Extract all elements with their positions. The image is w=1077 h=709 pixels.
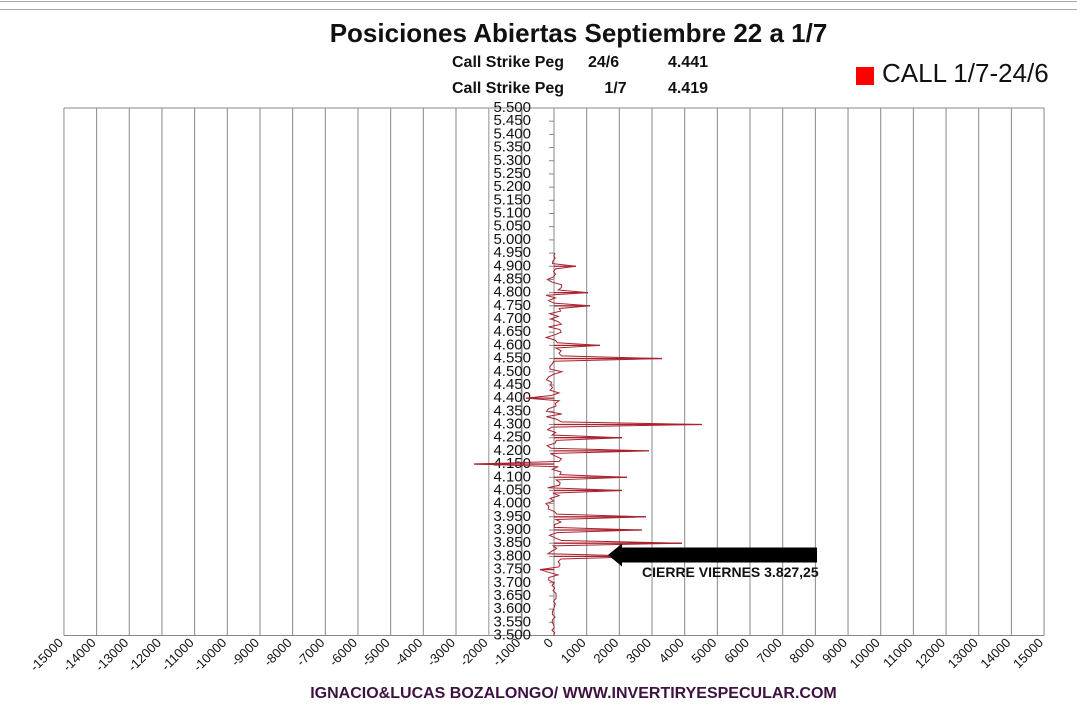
svg-text:6000: 6000 <box>721 635 752 666</box>
svg-text:10000: 10000 <box>847 635 883 671</box>
svg-text:7000: 7000 <box>754 635 785 666</box>
svg-text:-5000: -5000 <box>359 635 393 669</box>
svg-text:-12000: -12000 <box>125 635 164 674</box>
svg-text:-9000: -9000 <box>228 635 262 669</box>
svg-text:15000: 15000 <box>1010 635 1046 671</box>
svg-text:8000: 8000 <box>786 635 817 666</box>
svg-text:13000: 13000 <box>945 635 981 671</box>
svg-text:11000: 11000 <box>880 635 915 670</box>
svg-text:-6000: -6000 <box>326 635 360 669</box>
svg-text:-10000: -10000 <box>190 635 229 674</box>
svg-text:-15000: -15000 <box>27 635 66 674</box>
svg-text:5000: 5000 <box>688 635 719 666</box>
svg-text:2000: 2000 <box>590 635 621 666</box>
svg-text:-14000: -14000 <box>60 635 99 674</box>
svg-text:-13000: -13000 <box>92 635 131 674</box>
svg-text:14000: 14000 <box>977 635 1013 671</box>
svg-text:-2000: -2000 <box>457 635 491 669</box>
svg-text:CIERRE VIERNES 3.827,25: CIERRE VIERNES 3.827,25 <box>642 564 819 580</box>
svg-text:0: 0 <box>540 635 556 651</box>
svg-text:-3000: -3000 <box>424 635 458 669</box>
svg-text:3000: 3000 <box>623 635 654 666</box>
svg-text:4000: 4000 <box>656 635 687 666</box>
svg-text:-8000: -8000 <box>261 635 295 669</box>
svg-text:-11000: -11000 <box>158 635 197 674</box>
svg-text:-4000: -4000 <box>391 635 425 669</box>
svg-text:1000: 1000 <box>558 635 589 666</box>
svg-text:12000: 12000 <box>912 635 948 671</box>
svg-text:9000: 9000 <box>819 635 850 666</box>
svg-text:-7000: -7000 <box>293 635 327 669</box>
